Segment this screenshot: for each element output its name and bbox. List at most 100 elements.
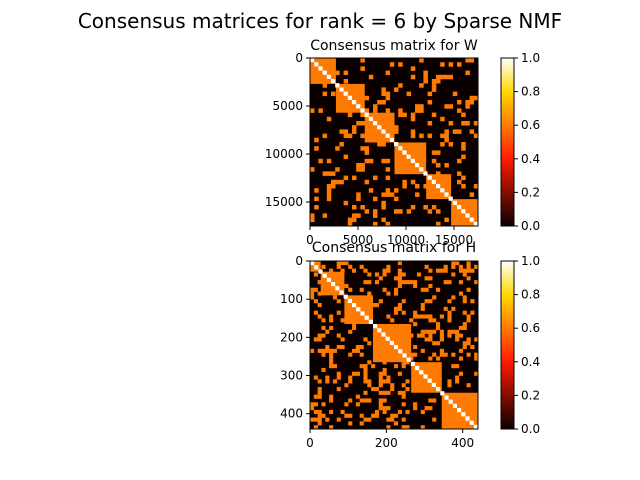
heatmap-cell	[457, 100, 462, 105]
heatmap-cell	[427, 91, 433, 97]
heatmap-cell	[347, 112, 353, 118]
heatmap-cell	[455, 329, 460, 334]
heatmap-cell	[348, 379, 353, 384]
heatmap-cell	[443, 306, 448, 311]
heatmap-cell	[378, 379, 383, 384]
heatmap-cell	[352, 213, 357, 218]
heatmap-cell	[382, 287, 387, 292]
heatmap-cell	[413, 406, 418, 411]
heatmap-cell	[439, 329, 444, 334]
diagonal-cell	[360, 108, 365, 113]
heatmap-cell	[443, 280, 448, 285]
heatmap-cell	[469, 95, 475, 101]
heatmap-cell	[329, 356, 334, 361]
heatmap-cell	[428, 268, 433, 273]
heatmap-cell	[424, 314, 429, 319]
heatmap-cell	[343, 154, 349, 160]
heatmap-cell	[423, 70, 428, 76]
heatmap-cell	[336, 261, 341, 266]
diagonal-cell	[310, 58, 315, 63]
heatmap-cell	[390, 387, 395, 392]
heatmap-cell	[405, 360, 410, 365]
heatmap-cell	[413, 322, 418, 327]
heatmap-cell	[313, 337, 318, 342]
diagonal-cell	[318, 269, 323, 274]
heatmap-cell	[394, 421, 399, 426]
diagonal-cell	[440, 188, 445, 193]
diagonal-cell	[343, 294, 348, 299]
heatmap-cell	[343, 70, 349, 76]
heatmap-cell	[360, 205, 365, 210]
heatmap-cell	[397, 272, 402, 277]
heatmap-cell	[371, 387, 376, 392]
heatmap-cell	[390, 413, 395, 418]
heatmap-cell	[378, 299, 383, 304]
heatmap-cell	[420, 303, 425, 308]
diagonal-cell	[356, 307, 361, 312]
heatmap-cell	[382, 268, 387, 273]
heatmap-cell	[385, 70, 391, 76]
heatmap-cell	[474, 280, 478, 285]
heatmap-cell	[386, 268, 391, 273]
heatmap-cell	[455, 364, 460, 369]
heatmap-cell	[374, 409, 380, 415]
heatmap-cell	[385, 192, 391, 197]
heatmap-cell	[457, 129, 462, 134]
heatmap-cell	[427, 133, 433, 139]
heatmap-cell	[420, 314, 425, 319]
consensus-h-panel: 0 100 200 300 400 0 200 400 Consensus matrix fo…	[280, 240, 479, 450]
heatmap-cell	[444, 74, 449, 80]
heatmap-cell	[363, 417, 368, 422]
heatmap-cell	[313, 409, 318, 415]
heatmap-cell	[385, 221, 391, 226]
heatmap-cell	[451, 306, 456, 311]
diagonal-cell	[410, 158, 415, 163]
heatmap-cell	[381, 205, 386, 210]
heatmap-cell	[401, 364, 406, 369]
heatmap-cell	[402, 184, 407, 189]
heatmap-cell	[336, 375, 341, 380]
heatmap-cell	[394, 196, 399, 202]
heatmap-cell	[367, 272, 372, 277]
heatmap-cell	[368, 74, 374, 80]
heatmap-cell	[466, 264, 471, 269]
heatmap-cell	[381, 100, 386, 105]
heatmap-cell	[427, 100, 433, 105]
diagonal-cell	[335, 83, 340, 88]
heatmap-cell	[313, 402, 318, 407]
heatmap-cell	[378, 398, 383, 403]
heatmap-cell	[364, 146, 370, 151]
heatmap-cell	[352, 175, 357, 181]
heatmap-cell	[331, 91, 336, 97]
heatmap-cell	[343, 200, 349, 206]
heatmap-cell	[428, 398, 433, 403]
heatmap-cell	[352, 217, 357, 223]
y-tick-label: 0	[295, 51, 303, 65]
consensus-h-title: Consensus matrix for H	[312, 240, 476, 256]
colorbar-tick-label: 1.0	[521, 51, 540, 65]
heatmap-cell	[462, 341, 467, 346]
heatmap-cell	[322, 91, 328, 97]
heatmap-cell	[428, 318, 433, 323]
diagonal-cell	[423, 171, 428, 176]
heatmap-cell	[423, 74, 428, 80]
heatmap-cell	[427, 209, 433, 214]
heatmap-cell	[397, 306, 402, 311]
x-tick-label: 0	[306, 436, 314, 450]
diagonal-cell	[444, 192, 449, 197]
heatmap-cell	[465, 70, 470, 76]
heatmap-cell	[415, 104, 420, 109]
heatmap-cell	[352, 322, 357, 327]
diagonal-cell	[431, 179, 436, 184]
heatmap-cell	[329, 348, 334, 353]
diagonal-cell	[461, 209, 466, 214]
heatmap-cell	[329, 398, 334, 403]
heatmap-cell	[394, 291, 399, 296]
heatmap-cell	[389, 62, 395, 67]
colorbar-tick-label: 0.8	[521, 85, 540, 99]
heatmap-cell	[428, 329, 433, 334]
heatmap-cell	[397, 268, 402, 273]
heatmap-cell	[458, 264, 464, 269]
heatmap-cell	[363, 367, 368, 373]
heatmap-cell	[348, 329, 353, 334]
